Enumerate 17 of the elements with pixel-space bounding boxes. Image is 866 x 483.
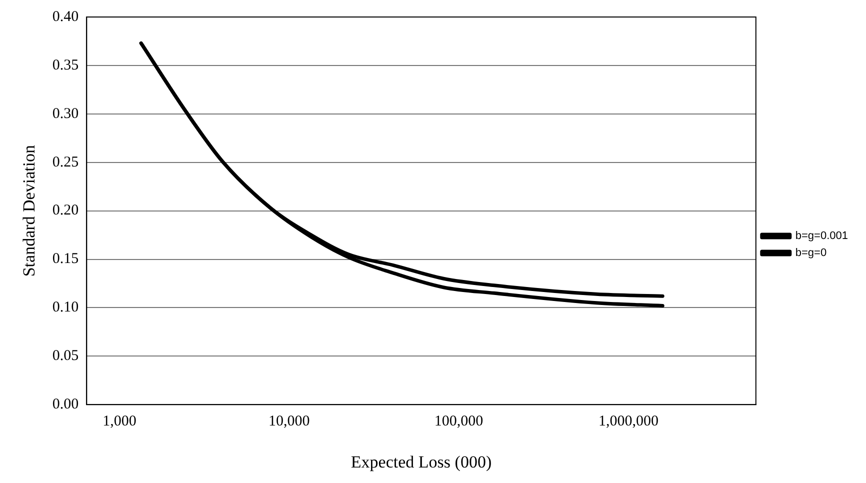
y-tick-label: 0.35 xyxy=(52,57,79,74)
y-tick-label: 0.00 xyxy=(52,396,79,413)
y-tick-label: 0.20 xyxy=(52,202,79,219)
legend-label: b=g=0.001 xyxy=(795,230,848,242)
y-tick-label: 0.15 xyxy=(52,251,79,268)
y-tick-label: 0.30 xyxy=(52,106,79,122)
y-tick-label: 0.40 xyxy=(52,8,79,25)
legend-label: b=g=0 xyxy=(795,247,827,260)
y-tick-label: 0.25 xyxy=(52,154,79,170)
y-tick-label: 0.10 xyxy=(52,300,79,316)
x-tick-label: 1,000 xyxy=(102,414,136,430)
x-tick-label: 100,000 xyxy=(434,414,484,430)
x-tick-label: 1,000,000 xyxy=(598,414,658,430)
x-tick-label: 10,000 xyxy=(268,414,310,430)
y-tick-label: 0.05 xyxy=(52,348,79,364)
y-axis-title: Standard Deviation xyxy=(20,144,39,277)
x-axis-title: Expected Loss (000) xyxy=(350,452,492,472)
